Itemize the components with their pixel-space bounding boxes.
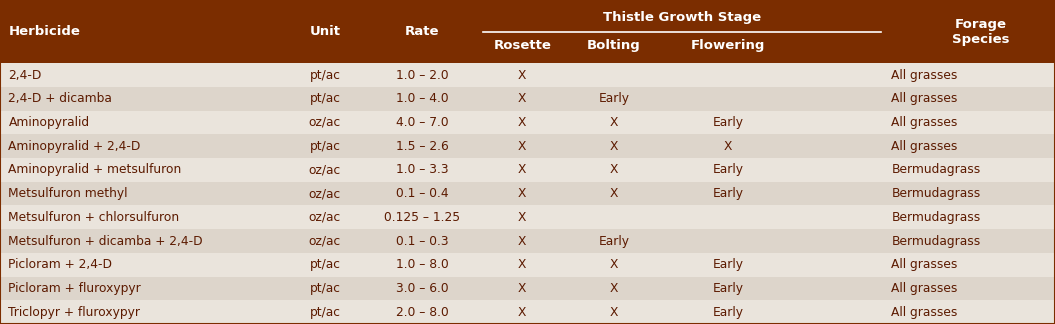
Text: 2,4-D + dicamba: 2,4-D + dicamba [8, 92, 112, 105]
Text: All grasses: All grasses [891, 116, 958, 129]
Text: 1.0 – 2.0: 1.0 – 2.0 [396, 69, 448, 82]
Text: Herbicide: Herbicide [8, 25, 80, 38]
Text: 1.0 – 4.0: 1.0 – 4.0 [396, 92, 448, 105]
Bar [0, 229, 1055, 253]
Text: Rosette: Rosette [494, 39, 551, 52]
Text: Metsulfuron methyl: Metsulfuron methyl [8, 187, 128, 200]
Text: Early: Early [712, 282, 744, 295]
Text: X: X [610, 282, 618, 295]
Text: All grasses: All grasses [891, 92, 958, 105]
Text: 1.0 – 3.3: 1.0 – 3.3 [396, 163, 448, 176]
Text: Picloram + 2,4-D: Picloram + 2,4-D [8, 258, 113, 271]
Text: X: X [518, 282, 526, 295]
Text: X: X [518, 211, 526, 224]
Bar [0, 0, 1055, 63]
Text: X: X [610, 258, 618, 271]
Text: pt/ac: pt/ac [309, 306, 341, 318]
Text: X: X [518, 140, 526, 153]
Text: oz/ac: oz/ac [309, 211, 341, 224]
Bar [0, 277, 1055, 300]
Text: 1.0 – 8.0: 1.0 – 8.0 [396, 258, 448, 271]
Text: X: X [518, 163, 526, 176]
Text: X: X [610, 116, 618, 129]
Text: X: X [610, 306, 618, 318]
Text: oz/ac: oz/ac [309, 187, 341, 200]
Text: Bermudagrass: Bermudagrass [891, 211, 981, 224]
Text: Early: Early [712, 116, 744, 129]
Text: Early: Early [712, 258, 744, 271]
Text: 0.1 – 0.4: 0.1 – 0.4 [396, 187, 448, 200]
Bar [0, 87, 1055, 110]
Bar [0, 158, 1055, 182]
Text: Aminopyralid: Aminopyralid [8, 116, 90, 129]
Text: Rate: Rate [405, 25, 439, 38]
Text: X: X [518, 306, 526, 318]
Text: oz/ac: oz/ac [309, 163, 341, 176]
Text: Early: Early [712, 187, 744, 200]
Text: 1.5 – 2.6: 1.5 – 2.6 [396, 140, 448, 153]
Text: oz/ac: oz/ac [309, 235, 341, 248]
Text: pt/ac: pt/ac [309, 258, 341, 271]
Text: Thistle Growth Stage: Thistle Growth Stage [603, 11, 761, 24]
Bar [0, 182, 1055, 205]
Text: Early: Early [598, 92, 630, 105]
Text: Aminopyralid + 2,4-D: Aminopyralid + 2,4-D [8, 140, 140, 153]
Text: pt/ac: pt/ac [309, 282, 341, 295]
Text: oz/ac: oz/ac [309, 116, 341, 129]
Text: Metsulfuron + dicamba + 2,4-D: Metsulfuron + dicamba + 2,4-D [8, 235, 203, 248]
Text: 3.0 – 6.0: 3.0 – 6.0 [396, 282, 448, 295]
Text: All grasses: All grasses [891, 258, 958, 271]
Text: X: X [518, 92, 526, 105]
Text: Bermudagrass: Bermudagrass [891, 163, 981, 176]
Text: All grasses: All grasses [891, 69, 958, 82]
Bar [0, 134, 1055, 158]
Text: Metsulfuron + chlorsulfuron: Metsulfuron + chlorsulfuron [8, 211, 179, 224]
Text: All grasses: All grasses [891, 306, 958, 318]
Text: Bolting: Bolting [588, 39, 640, 52]
Text: Forage
Species: Forage Species [953, 17, 1010, 46]
Bar [0, 205, 1055, 229]
Text: pt/ac: pt/ac [309, 140, 341, 153]
Text: Triclopyr + fluroxypyr: Triclopyr + fluroxypyr [8, 306, 140, 318]
Text: Early: Early [712, 163, 744, 176]
Text: X: X [518, 116, 526, 129]
Text: Early: Early [598, 235, 630, 248]
Text: X: X [610, 163, 618, 176]
Text: All grasses: All grasses [891, 140, 958, 153]
Text: Unit: Unit [309, 25, 341, 38]
Text: 2,4-D: 2,4-D [8, 69, 42, 82]
Text: X: X [610, 140, 618, 153]
Bar [0, 253, 1055, 277]
Text: Early: Early [712, 306, 744, 318]
Text: pt/ac: pt/ac [309, 69, 341, 82]
Bar [0, 300, 1055, 324]
Text: 0.1 – 0.3: 0.1 – 0.3 [396, 235, 448, 248]
Text: All grasses: All grasses [891, 282, 958, 295]
Text: X: X [518, 235, 526, 248]
Text: X: X [610, 187, 618, 200]
Text: 0.125 – 1.25: 0.125 – 1.25 [384, 211, 460, 224]
Text: Picloram + fluroxypyr: Picloram + fluroxypyr [8, 282, 141, 295]
Text: Flowering: Flowering [691, 39, 765, 52]
Text: pt/ac: pt/ac [309, 92, 341, 105]
Text: Aminopyralid + metsulfuron: Aminopyralid + metsulfuron [8, 163, 181, 176]
Text: X: X [518, 187, 526, 200]
Bar [0, 63, 1055, 87]
Text: X: X [518, 69, 526, 82]
Text: Bermudagrass: Bermudagrass [891, 235, 981, 248]
Text: X: X [724, 140, 732, 153]
Text: X: X [518, 258, 526, 271]
Text: 4.0 – 7.0: 4.0 – 7.0 [396, 116, 448, 129]
Text: 2.0 – 8.0: 2.0 – 8.0 [396, 306, 448, 318]
Bar [0, 110, 1055, 134]
Text: Bermudagrass: Bermudagrass [891, 187, 981, 200]
